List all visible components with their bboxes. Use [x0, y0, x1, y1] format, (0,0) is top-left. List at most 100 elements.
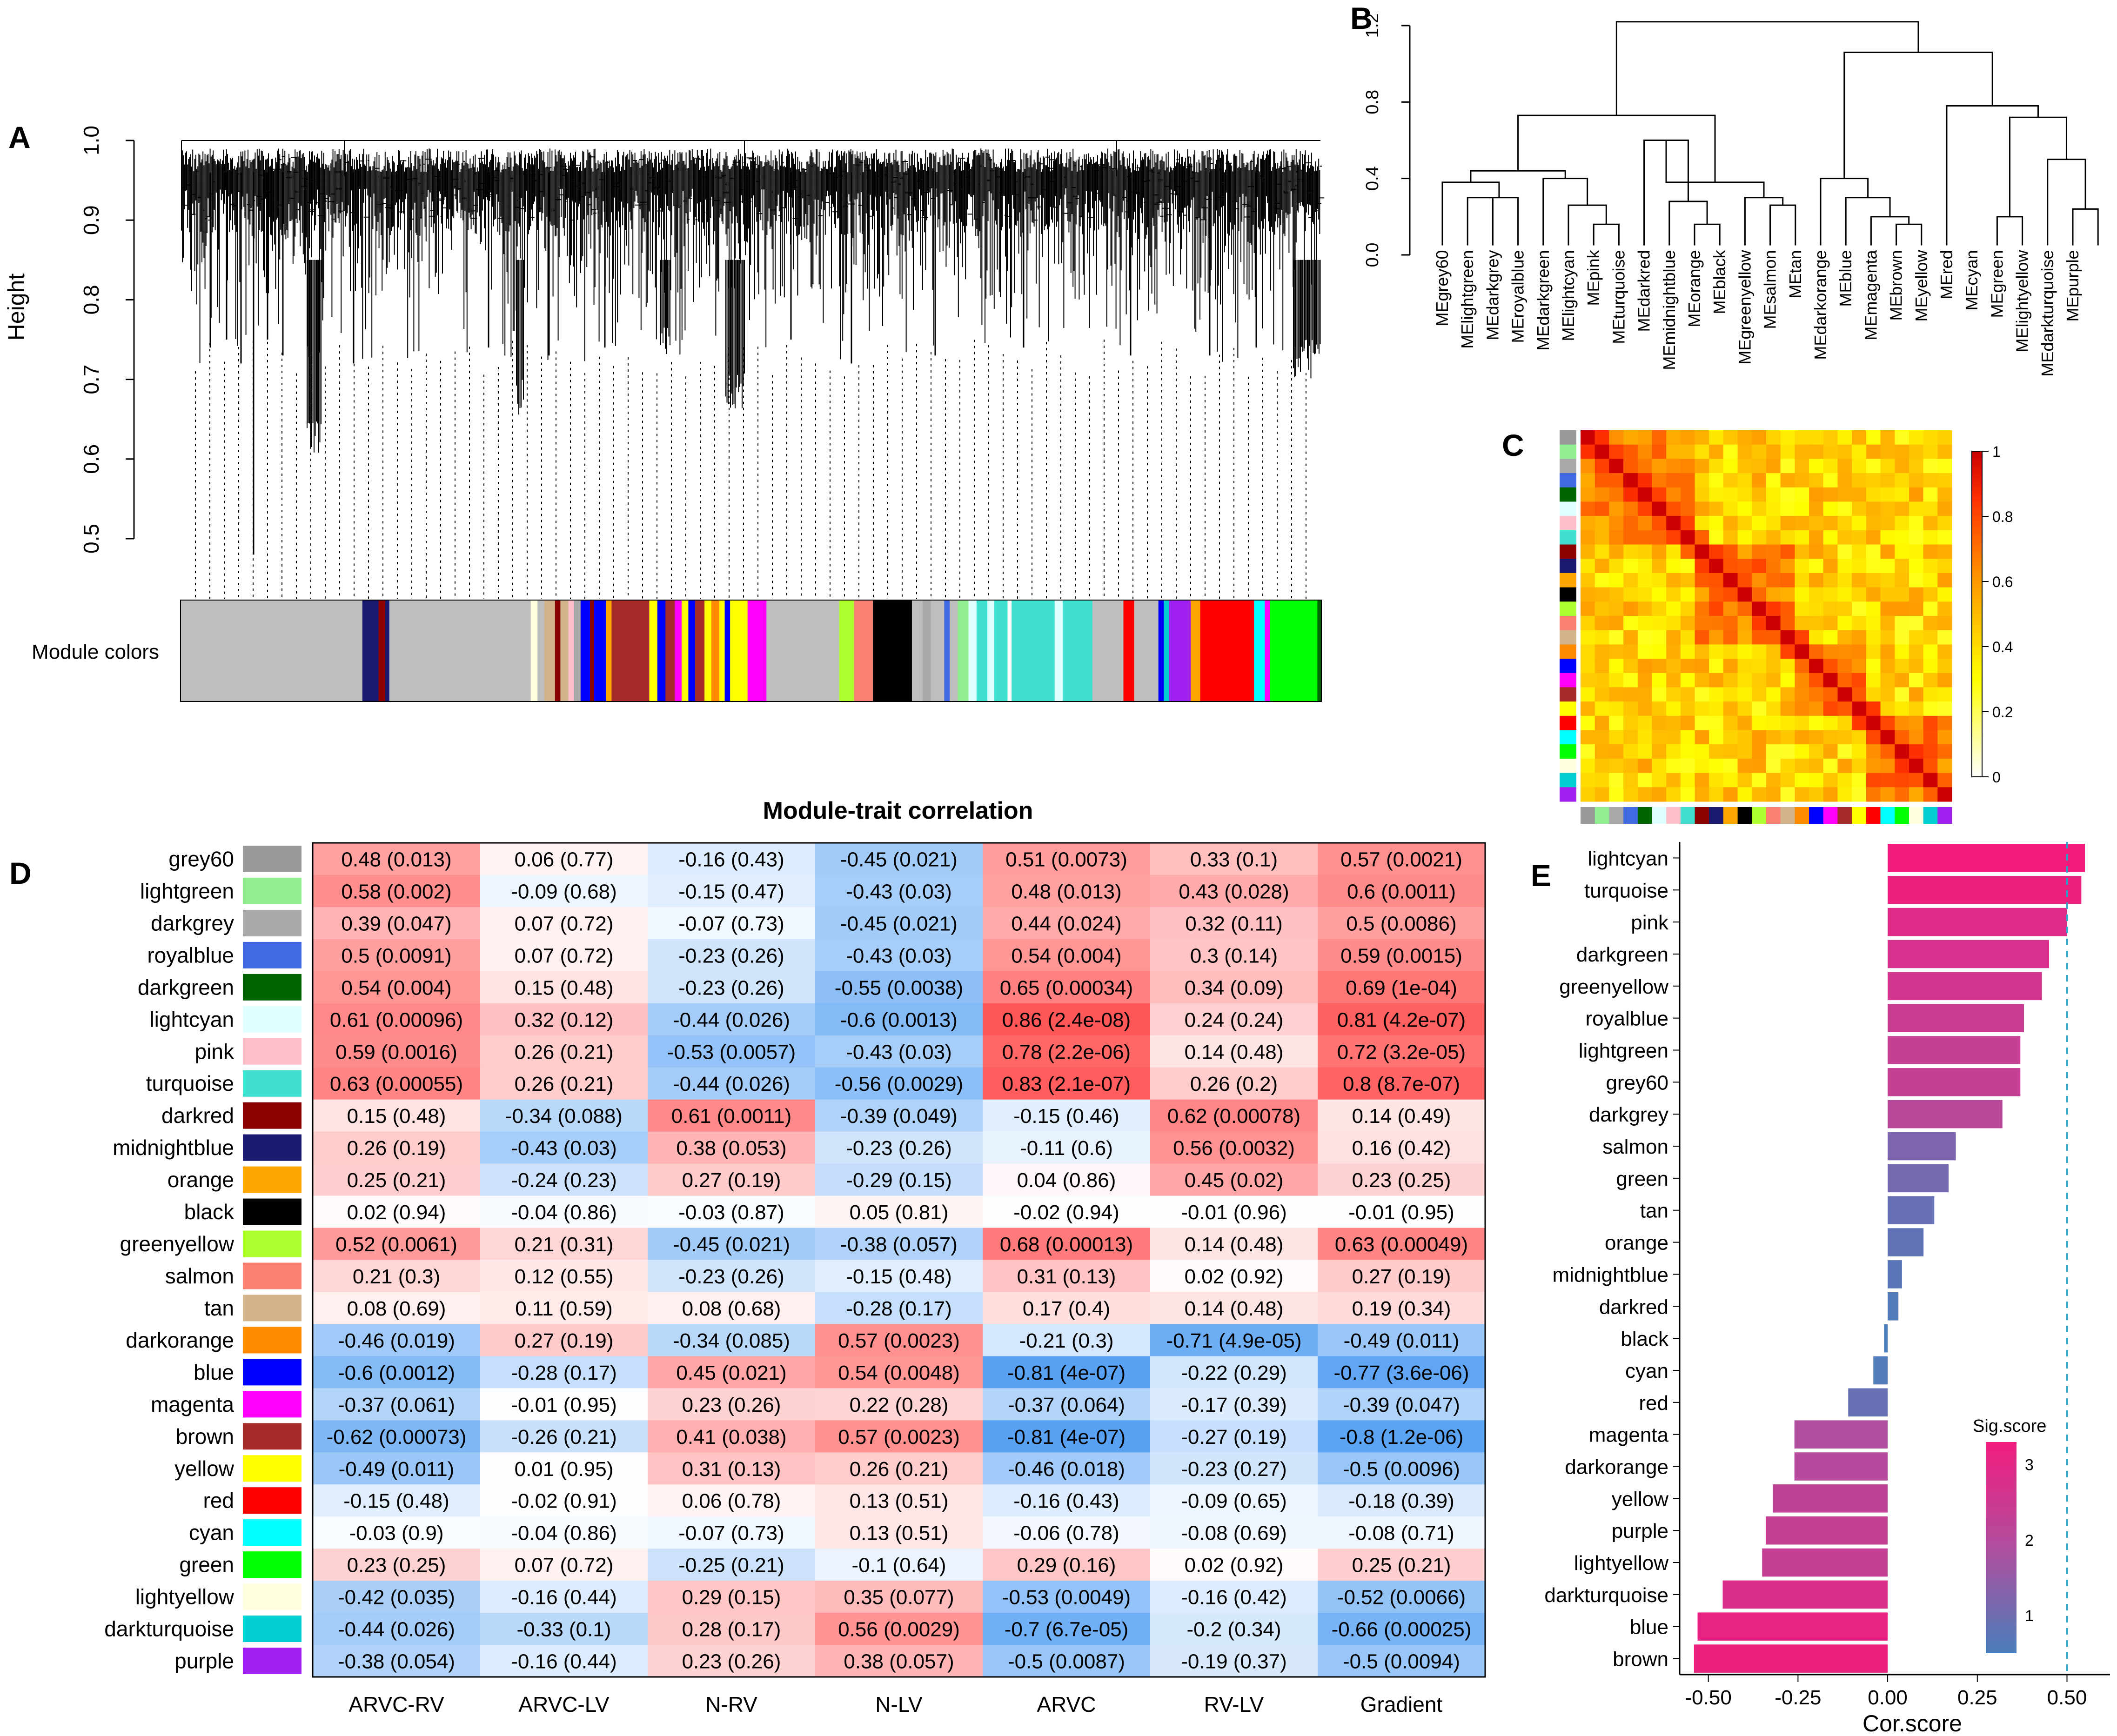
- panel-c-cell: [1823, 444, 1838, 459]
- panel-c-cell: [1752, 430, 1767, 445]
- panel-c-cell: [1623, 501, 1638, 516]
- panel-c-cell: [1780, 459, 1795, 474]
- panel-c-cell: [1852, 444, 1867, 459]
- panel-d-row-color-swatch: [243, 1166, 301, 1193]
- panel-c-cell: [1823, 473, 1838, 488]
- panel-d-cell-label: -0.06 (0.78): [1013, 1522, 1119, 1545]
- module-color-segment: [181, 600, 363, 701]
- panel-d-cell-label: 0.57 (0.0023): [838, 1329, 960, 1352]
- panel-c-cell: [1895, 444, 1909, 459]
- panel-b-leaf-label: MEdarkorange: [1811, 250, 1830, 360]
- panel-c-cell: [1866, 616, 1881, 631]
- panel-c-col-color: [1766, 807, 1781, 824]
- panel-c-cell: [1737, 659, 1752, 674]
- panel-d-cell: [815, 1484, 983, 1517]
- panel-c-cell: [1594, 544, 1609, 559]
- panel-d-cell: [1150, 1163, 1318, 1196]
- panel-d-cell-label: 0.26 (0.21): [850, 1458, 949, 1481]
- panel-c-cell: [1895, 701, 1909, 716]
- panel-c-cell: [1780, 744, 1795, 759]
- panel-c-cell: [1795, 773, 1809, 788]
- panel-c-cell: [1895, 487, 1909, 502]
- module-color-segment: [560, 600, 569, 701]
- panel-c-cell: [1909, 630, 1924, 645]
- panel-d-cell: [1150, 1452, 1318, 1485]
- panel-c-cell: [1909, 744, 1924, 759]
- panel-c-cell: [1852, 730, 1867, 745]
- panel-d-cell: [1318, 1099, 1486, 1132]
- panel-d-cell-label: -0.18 (0.39): [1348, 1490, 1454, 1513]
- panel-c-cell: [1666, 544, 1681, 559]
- panel-c-heatmap: [1560, 430, 1952, 824]
- panel-d-row-color-swatch: [243, 1648, 301, 1674]
- panel-d-column-label: Gradient: [1360, 1692, 1443, 1716]
- panel-c-cell: [1809, 530, 1824, 545]
- panel-d-cell-label: 0.26 (0.21): [515, 1041, 614, 1063]
- panel-d-row-label: darkturquoise: [104, 1617, 234, 1641]
- panel-c-cell: [1866, 587, 1881, 602]
- panel-c-cell: [1837, 544, 1852, 559]
- panel-c-cell: [1766, 673, 1781, 688]
- panel-d-cell: [983, 1452, 1151, 1485]
- panel-c-cell: [1737, 787, 1752, 802]
- panel-d-cell-label: 0.07 (0.72): [515, 1554, 614, 1577]
- panel-d-cell: [480, 1420, 648, 1453]
- panel-d-cell-label: 0.23 (0.25): [347, 1554, 446, 1577]
- panel-c-cell: [1866, 644, 1881, 659]
- panel-d-cell: [983, 1163, 1151, 1196]
- panel-c-cell: [1637, 587, 1652, 602]
- panel-c-cell: [1737, 773, 1752, 788]
- panel-a-dendrogram-branches: [181, 140, 1325, 453]
- panel-c-cell: [1837, 687, 1852, 702]
- panel-d-cell-label: 0.35 (0.077): [844, 1586, 954, 1609]
- panel-c-cell: [1923, 701, 1938, 716]
- panel-c-cell: [1880, 644, 1895, 659]
- panel-c-cell: [1866, 516, 1881, 531]
- panel-d-cell: [648, 875, 816, 908]
- panel-d-cell: [1150, 971, 1318, 1004]
- panel-c-cell: [1637, 644, 1652, 659]
- panel-c-cell: [1637, 501, 1652, 516]
- panel-c-cell: [1623, 487, 1638, 502]
- module-color-segment: [854, 600, 873, 701]
- module-color-segment: [1270, 600, 1318, 701]
- panel-c-cell: [1923, 787, 1938, 802]
- panel-d-cell: [480, 939, 648, 972]
- panel-d-label: D: [9, 856, 32, 890]
- panel-c-cell: [1623, 773, 1638, 788]
- panel-b-y-tick-label: 0.4: [1363, 166, 1382, 191]
- panel-c-cell: [1609, 587, 1624, 602]
- panel-a-y-tick-label: 0.7: [79, 365, 103, 394]
- panel-d-cell: [648, 1035, 816, 1068]
- panel-c-cell: [1695, 530, 1709, 545]
- panel-d-cell-label: -0.38 (0.057): [840, 1233, 958, 1256]
- panel-d-cell: [313, 1581, 481, 1613]
- panel-c-row-color: [1560, 459, 1576, 474]
- panel-c-cell: [1895, 544, 1909, 559]
- panel-c-cell: [1652, 559, 1667, 574]
- panel-e-category-label: turquoise: [1584, 879, 1668, 902]
- panel-c-cell: [1809, 516, 1824, 531]
- panel-c-cell: [1680, 587, 1695, 602]
- panel-c-cell: [1737, 444, 1752, 459]
- panel-c-cell: [1652, 530, 1667, 545]
- panel-d-cell-label: -0.15 (0.46): [1013, 1105, 1119, 1128]
- panel-c-cell: [1852, 715, 1867, 731]
- panel-b-label: B: [1350, 1, 1373, 35]
- panel-c-cell: [1695, 573, 1709, 588]
- panel-c-cell: [1680, 630, 1695, 645]
- panel-d-cell: [1318, 1549, 1486, 1581]
- panel-c-cell: [1823, 787, 1838, 802]
- panel-c-cell: [1609, 544, 1624, 559]
- panel-c-key-tick-label: 0.6: [1992, 574, 2013, 590]
- panel-d-cell: [1150, 1195, 1318, 1229]
- panel-d-cell-label: 0.08 (0.68): [682, 1297, 781, 1320]
- panel-d-cell: [1318, 1163, 1486, 1196]
- panel-c-cell: [1766, 616, 1781, 631]
- panel-c-row-color: [1560, 701, 1576, 716]
- panel-c-cell: [1652, 644, 1667, 659]
- panel-d-row-label: turquoise: [146, 1071, 234, 1095]
- panel-c-cell: [1709, 773, 1724, 788]
- panel-c-cell: [1609, 487, 1624, 502]
- panel-c-cell: [1937, 516, 1952, 531]
